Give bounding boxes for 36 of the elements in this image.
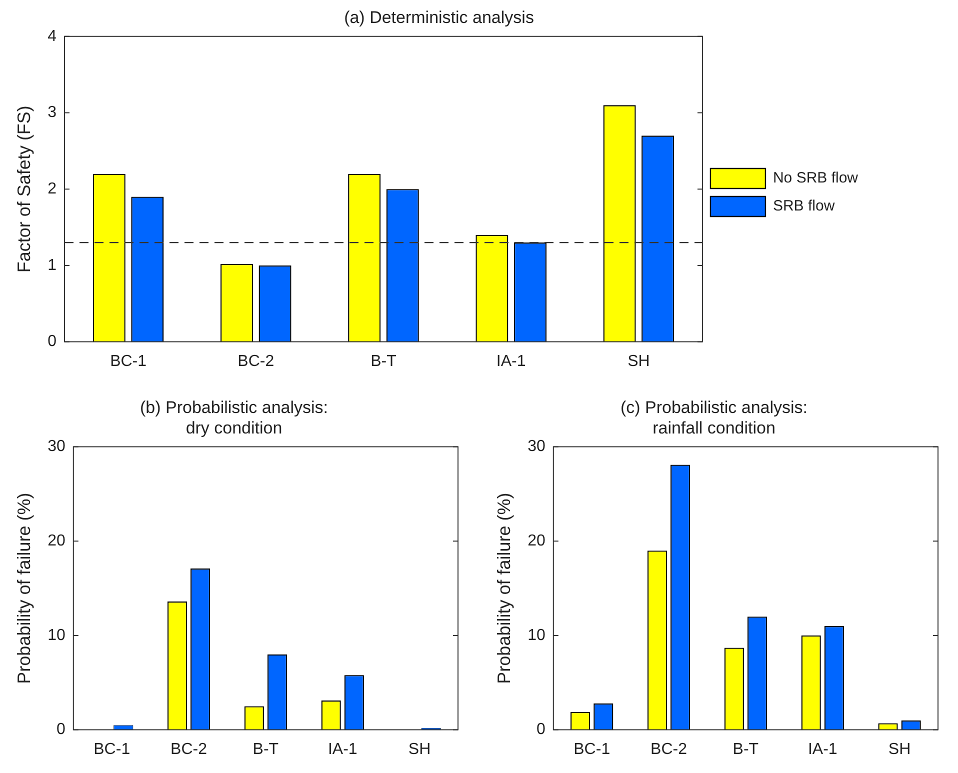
- x-tick-label: IA-1: [496, 352, 526, 370]
- x-tick-label: BC-2: [238, 352, 274, 370]
- x-tick-label: BC-2: [170, 740, 208, 758]
- x-tick-label: BC-2: [650, 740, 688, 758]
- y-tick-label: 10: [528, 626, 546, 644]
- x-tick-label: SH: [888, 740, 911, 758]
- x-tick-label: SH: [628, 352, 650, 370]
- chart-title: (c) Probabilistic analysis: rainfall condition: [620, 398, 808, 438]
- x-tick-label: IA-1: [808, 740, 838, 758]
- y-axis-title: Factor of Safety (FS): [14, 106, 34, 273]
- legend-label: No SRB flow: [772, 170, 858, 187]
- x-tick-label: BC-1: [94, 740, 130, 758]
- y-tick-label: 20: [528, 532, 546, 550]
- x-tick-label: IA-1: [328, 740, 358, 758]
- legend-label: SRB flow: [772, 198, 835, 215]
- y-tick-label: 10: [48, 626, 66, 644]
- y-tick-label: 30: [528, 438, 546, 456]
- x-tick-label: SH: [408, 740, 431, 758]
- y-tick-label: 1: [48, 256, 57, 274]
- chart-title: (b) Probabilistic analysis: dry condition: [140, 398, 328, 438]
- y-tick-label: 0: [536, 721, 546, 738]
- x-tick-label: B-T: [370, 352, 397, 370]
- x-tick-label: B-T: [732, 740, 759, 758]
- x-tick-label: BC-1: [574, 740, 610, 758]
- y-tick-label: 2: [48, 180, 57, 198]
- y-tick-label: 0: [48, 333, 57, 350]
- y-axis-title: Probability of failure (%): [14, 492, 34, 684]
- x-tick-label: BC-1: [110, 352, 147, 370]
- y-tick-label: 0: [56, 721, 66, 738]
- y-tick-label: 3: [48, 104, 57, 122]
- y-tick-label: 20: [48, 532, 66, 550]
- y-axis-title: Probability of failure (%): [494, 492, 514, 684]
- chart-title: (a) Deterministic analysis: [344, 8, 534, 27]
- x-tick-label: B-T: [252, 740, 279, 758]
- y-tick-label: 30: [48, 438, 66, 456]
- y-tick-label: 4: [48, 28, 57, 45]
